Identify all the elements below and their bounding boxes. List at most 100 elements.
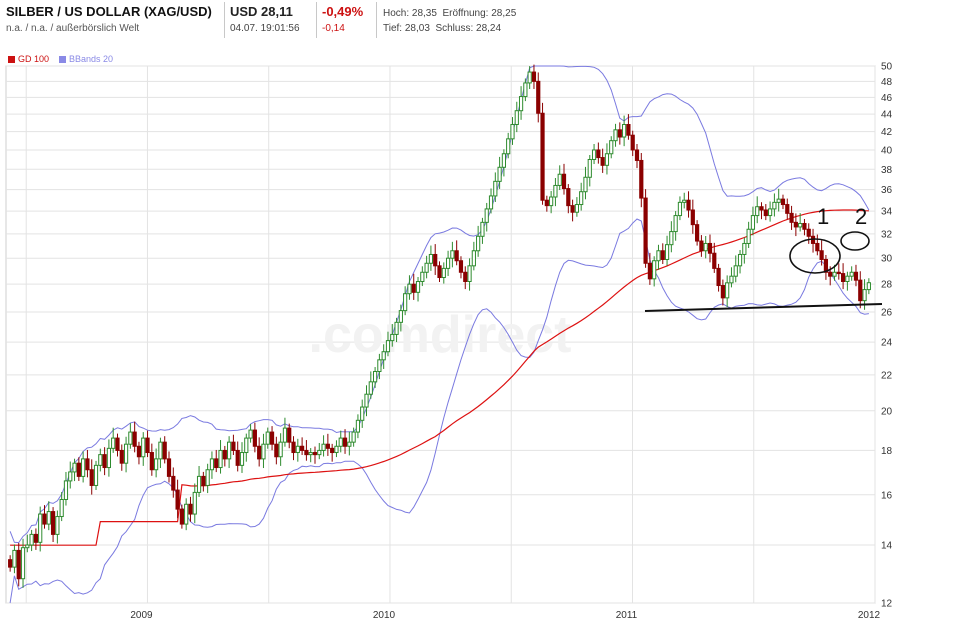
candle-body <box>141 437 146 458</box>
annotation-circle-1 <box>789 238 841 274</box>
candle-body <box>308 452 313 456</box>
grid <box>6 65 876 604</box>
candle-body <box>828 271 833 277</box>
candle-body <box>368 381 373 395</box>
x-tick-label: 2012 <box>858 610 881 621</box>
candle-body <box>162 441 167 460</box>
candle-body <box>46 511 51 525</box>
candle-body <box>334 445 339 454</box>
candle-body <box>652 260 657 280</box>
candle-body <box>50 511 56 535</box>
candle-body <box>364 393 369 408</box>
candle-body <box>372 371 378 383</box>
candle-body <box>656 250 661 262</box>
candle-body <box>184 503 189 525</box>
open-value: Eröffnung: 28,25 <box>442 8 517 19</box>
candle-body <box>630 134 635 151</box>
candle-body <box>458 260 464 273</box>
candle-body <box>338 437 343 447</box>
y-tick-label: 34 <box>881 207 893 218</box>
candle-body <box>712 252 717 269</box>
x-tick-label: 2009 <box>130 610 153 621</box>
y-tick-label: 16 <box>881 490 893 501</box>
candle-body <box>295 445 300 454</box>
candle-body <box>128 431 133 445</box>
candle-body <box>463 271 468 282</box>
candle-body <box>866 282 871 291</box>
candle-body <box>686 199 691 211</box>
candle-body <box>437 265 442 279</box>
candle-body <box>518 96 524 112</box>
candle-body <box>488 195 494 210</box>
candle-body <box>347 441 352 447</box>
high-value: Hoch: 28,35 <box>383 8 437 19</box>
candle-body <box>63 480 69 500</box>
legend-item-gd100[interactable]: GD 100 <box>8 54 49 64</box>
candle-body <box>385 340 391 353</box>
candle-body <box>317 449 322 456</box>
moving-average <box>10 209 869 546</box>
candle-body <box>626 124 631 136</box>
candle-body <box>695 224 700 242</box>
candle-body <box>669 231 674 246</box>
candle-body <box>209 458 215 471</box>
candle-body <box>643 197 648 264</box>
candle-body <box>269 431 275 445</box>
y-tick-label: 42 <box>881 127 893 138</box>
candle-body <box>282 427 288 443</box>
candle-body <box>677 201 683 217</box>
x-tick-label: 2011 <box>616 610 638 621</box>
y-tick-label: 40 <box>881 145 893 156</box>
candle-body <box>20 547 26 580</box>
candle-body <box>248 429 253 439</box>
candle-body <box>574 204 579 213</box>
annotation-circle-2 <box>840 231 870 251</box>
candle-body <box>252 429 257 447</box>
candle-body <box>549 196 554 207</box>
candle-body <box>703 242 708 252</box>
bollinger-lower <box>9 218 869 604</box>
candle-body <box>179 508 184 525</box>
candle-body <box>746 228 751 244</box>
candle-body <box>360 406 365 421</box>
gd100-line <box>10 209 869 546</box>
candle-body <box>59 498 64 518</box>
candle-body <box>420 271 425 282</box>
candle-body <box>467 265 472 282</box>
candle-body <box>132 431 137 447</box>
candle-body <box>553 184 558 198</box>
y-tick-label: 38 <box>881 165 893 176</box>
y-tick-label: 46 <box>881 93 893 104</box>
axis-ticks: 1214161820222426283032343638404244464850… <box>130 62 892 622</box>
candle-body <box>136 445 142 458</box>
candle-body <box>583 176 588 193</box>
legend-item-bbands[interactable]: BBands 20 <box>59 54 113 64</box>
candle-body <box>785 204 790 214</box>
candle-body <box>407 283 412 295</box>
candle-body <box>287 427 292 443</box>
candle-body <box>690 209 695 226</box>
candle-body <box>832 271 837 277</box>
candle-body <box>768 208 773 217</box>
candle-body <box>201 475 206 486</box>
candle-body <box>587 158 592 178</box>
candle-body <box>171 475 176 491</box>
candle-body <box>682 199 687 203</box>
candle-body <box>725 282 730 299</box>
candle-body <box>85 458 90 471</box>
candle-body <box>192 491 197 515</box>
candle-body <box>514 110 519 126</box>
change-percent: -0,49% <box>322 4 364 19</box>
candle-body <box>798 222 803 228</box>
candle-body <box>634 149 640 161</box>
bollinger-upper <box>9 65 870 544</box>
low-value: Tief: 28,03 <box>383 23 430 34</box>
annotations: 1 2 <box>644 204 883 312</box>
candle-body <box>763 209 768 217</box>
candle-body <box>639 159 644 199</box>
candle-body <box>25 544 30 549</box>
candle-body <box>29 533 34 546</box>
candle-body <box>235 449 240 466</box>
candle-body <box>102 454 107 469</box>
candle-body <box>428 253 434 264</box>
